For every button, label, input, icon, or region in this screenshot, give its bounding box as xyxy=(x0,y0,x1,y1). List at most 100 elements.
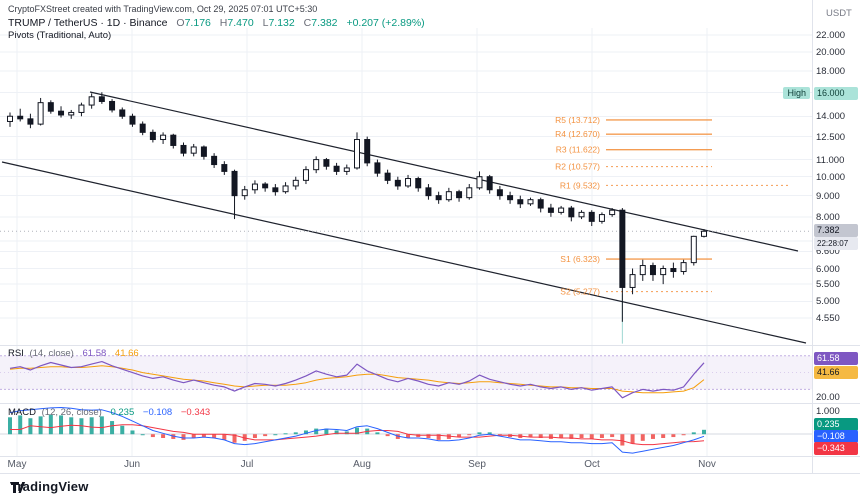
macd-line xyxy=(9,407,705,454)
candle-body xyxy=(394,179,401,187)
price-axis-tick[interactable]: 6.000 xyxy=(816,263,840,275)
macd-hist-bar xyxy=(579,434,584,438)
macd-hist-bar xyxy=(477,432,482,435)
macd-hist-bar xyxy=(620,434,625,446)
price-axis-tick[interactable]: 11.000 xyxy=(816,154,845,166)
rsi-legend[interactable]: RSI (14, close) 61.58 41.66 xyxy=(8,348,139,359)
macd-hist-bar xyxy=(38,416,43,435)
macd-params: (12, 26, close) xyxy=(41,407,102,418)
candle-body xyxy=(211,155,218,166)
macd-hist-bar xyxy=(48,414,53,435)
macd-hist-bar xyxy=(89,417,94,435)
indicator-title-pivots[interactable]: Pivots (Traditional, Auto) xyxy=(8,30,112,41)
price-axis-tick[interactable]: 6.600 xyxy=(816,246,840,258)
candle-body xyxy=(292,179,299,187)
pivot-label: S1 (6.323) xyxy=(560,254,600,264)
price-axis-tick[interactable]: 9.000 xyxy=(816,190,840,202)
tradingview-logo-icon xyxy=(11,482,26,493)
macd-legend[interactable]: MACD (12, 26, close) 0.235 −0.108 −0.343 xyxy=(8,407,210,418)
macd-line-value: −0.108 xyxy=(142,407,173,418)
macd-hist-bar xyxy=(222,434,227,440)
candle-body xyxy=(364,139,371,164)
macd-hist-bar xyxy=(232,434,237,443)
macd-hist-bar xyxy=(599,434,604,438)
candle-body xyxy=(98,96,105,102)
price-axis-tick[interactable]: 5.500 xyxy=(816,279,840,291)
macd-hist-bar xyxy=(181,434,186,440)
candle-body xyxy=(160,134,167,141)
pane-divider-macd[interactable] xyxy=(0,403,860,404)
candle-body xyxy=(476,176,483,189)
macd-hist-axis-badge: 0.235 xyxy=(814,418,858,431)
rsi-band xyxy=(0,355,812,390)
rsi-axis-tick[interactable]: 20.00 xyxy=(816,392,840,403)
price-chart-canvas[interactable]: R5 (13.712) R4 (12.670) R3 (11.622) R2 (10.… xyxy=(0,0,812,473)
price-axis-tick[interactable]: 20.000 xyxy=(816,47,846,59)
candle-body xyxy=(200,146,207,157)
macd-hist-bar xyxy=(385,434,390,437)
candle-body xyxy=(619,209,626,288)
candle-body xyxy=(649,265,656,276)
pane-divider-rsi[interactable] xyxy=(0,345,860,346)
candle-body xyxy=(37,102,44,125)
macd-hist-bar xyxy=(161,434,166,438)
price-axis-tick[interactable]: 5.000 xyxy=(816,296,840,308)
macd-hist-bar xyxy=(355,427,359,435)
candle-body xyxy=(139,123,146,133)
pivot-label: R5 (13.712) xyxy=(555,115,600,125)
macd-hist-bar xyxy=(110,421,115,435)
candle-body xyxy=(109,100,116,111)
macd-axis-tick[interactable]: 1.000 xyxy=(816,406,840,417)
macd-hist-bar xyxy=(487,432,492,435)
macd-hist-bar xyxy=(528,434,533,438)
candle-body xyxy=(68,111,75,116)
candle-body xyxy=(251,183,258,191)
macd-hist-bar xyxy=(406,434,411,438)
axis-currency-label: USDT xyxy=(826,8,852,19)
candle-body xyxy=(231,170,238,197)
symbol-legend[interactable]: TRUMP / TetherUS · 1D · Binance O7.176 H… xyxy=(8,17,425,29)
pivot-label: R3 (11.622) xyxy=(556,145,600,155)
candle-body xyxy=(598,214,605,222)
candle-body xyxy=(670,268,677,273)
time-axis-border xyxy=(0,456,860,457)
high-label: H xyxy=(219,17,228,29)
candle-body xyxy=(313,159,320,171)
candle-body xyxy=(456,191,463,199)
tradingview-logo[interactable]: TradingView xyxy=(10,479,89,494)
high-value: 7.470 xyxy=(227,17,254,29)
price-axis-tick[interactable]: 14.000 xyxy=(816,111,846,123)
candle-body xyxy=(690,235,697,264)
candle-body xyxy=(537,199,544,209)
price-axis-tick[interactable]: 12.500 xyxy=(816,131,846,143)
candle-body xyxy=(558,207,565,213)
price-axis-tick[interactable]: 4.550 xyxy=(816,313,840,325)
rsi-line xyxy=(9,361,705,399)
rsi-name[interactable]: RSI xyxy=(8,348,24,359)
candle-body xyxy=(415,178,422,189)
candle-body xyxy=(354,139,360,169)
macd-hist-bar xyxy=(548,434,553,439)
price-axis-tick[interactable]: 18.000 xyxy=(816,66,846,78)
candle-body xyxy=(190,146,197,154)
macd-hist-bar xyxy=(661,434,666,438)
macd-name[interactable]: MACD xyxy=(8,407,36,418)
candle-body xyxy=(445,191,452,201)
candle-body xyxy=(17,115,24,120)
symbol-title[interactable]: TRUMP / TetherUS · 1D · Binance xyxy=(8,17,168,29)
candle-body xyxy=(578,211,585,218)
open-label: O xyxy=(176,17,185,29)
candle-body xyxy=(149,131,156,141)
high-price-axis-badge: 16.000 xyxy=(814,87,858,100)
candle-body xyxy=(27,118,34,125)
price-axis-tick[interactable]: 10.000 xyxy=(816,171,846,183)
price-axis-tick[interactable]: 22.000 xyxy=(816,30,846,42)
pivot-label: R4 (12.670) xyxy=(555,129,600,139)
macd-hist-bar xyxy=(130,430,135,435)
macd-signal-value: −0.343 xyxy=(180,407,211,418)
price-axis-tick[interactable]: 8.000 xyxy=(816,211,840,223)
low-label: L xyxy=(262,17,269,29)
macd-hist-bar xyxy=(293,432,298,435)
macd-hist-bar xyxy=(252,434,257,438)
